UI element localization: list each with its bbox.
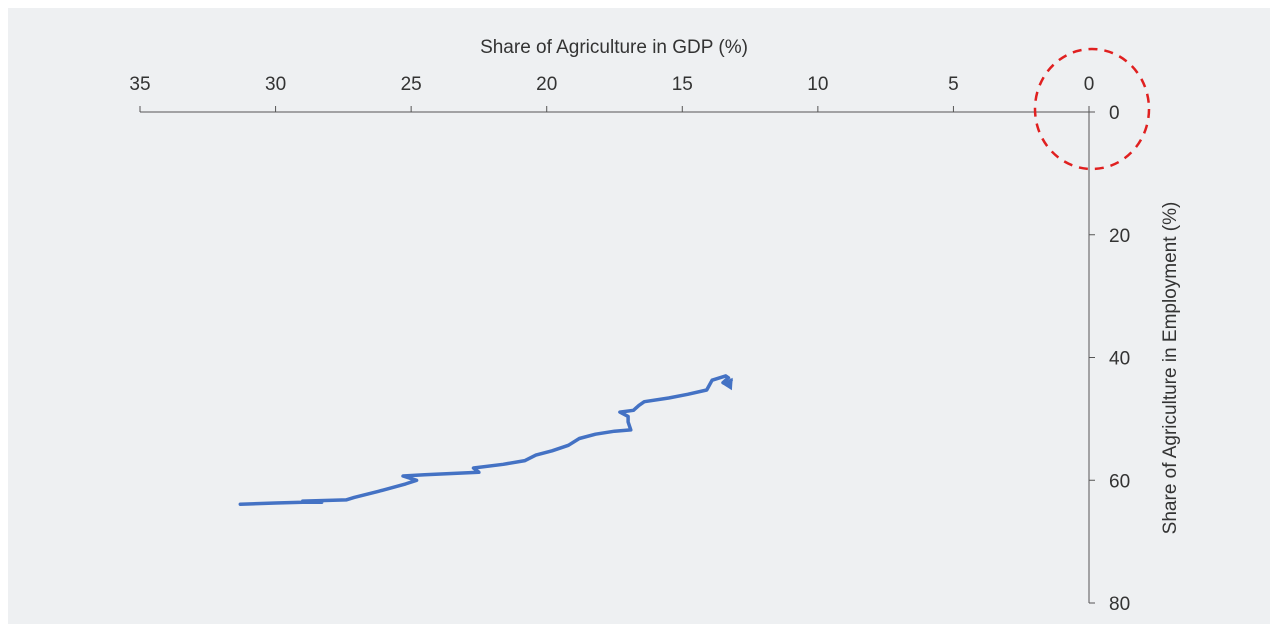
origin-highlight-circle xyxy=(1033,47,1151,171)
y-tick-label: 60 xyxy=(1109,471,1130,492)
x-axis: 35 30 25 20 15 10 5 0 xyxy=(129,74,1095,113)
x-tick-label: 0 xyxy=(1084,74,1095,95)
x-tick-label: 25 xyxy=(401,74,422,95)
series-layer xyxy=(238,374,733,506)
x-tick-label: 30 xyxy=(265,74,286,95)
y-axis: 0 20 40 60 80 xyxy=(1088,103,1130,615)
x-tick-label: 5 xyxy=(948,74,959,95)
scatter-line-chart: Share of Agriculture in GDP (%) Share of… xyxy=(129,37,1181,615)
y-tick-label: 20 xyxy=(1109,226,1130,247)
annotation-layer xyxy=(1033,47,1151,171)
chart-area: Share of Agriculture in GDP (%) Share of… xyxy=(8,8,1270,624)
y-tick-label: 0 xyxy=(1109,103,1120,124)
y-tick-label: 40 xyxy=(1109,349,1130,370)
x-tick-label: 20 xyxy=(536,74,557,95)
x-tick-label: 15 xyxy=(672,74,693,95)
x-tick-label: 35 xyxy=(129,74,150,95)
series-line-0 xyxy=(238,374,733,506)
series-arrowhead-0 xyxy=(721,377,733,391)
x-axis-title: Share of Agriculture in GDP (%) xyxy=(480,37,748,58)
y-tick-label: 80 xyxy=(1109,594,1130,615)
x-tick-label: 10 xyxy=(807,74,828,95)
y-axis-title: Share of Agriculture in Employment (%) xyxy=(1160,202,1181,535)
